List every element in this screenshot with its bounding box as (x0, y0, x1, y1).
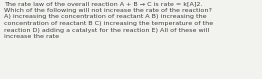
Text: The rate law of the overall reaction A + B → C is rate = k[A]2.
Which of the fol: The rate law of the overall reaction A +… (4, 1, 213, 39)
